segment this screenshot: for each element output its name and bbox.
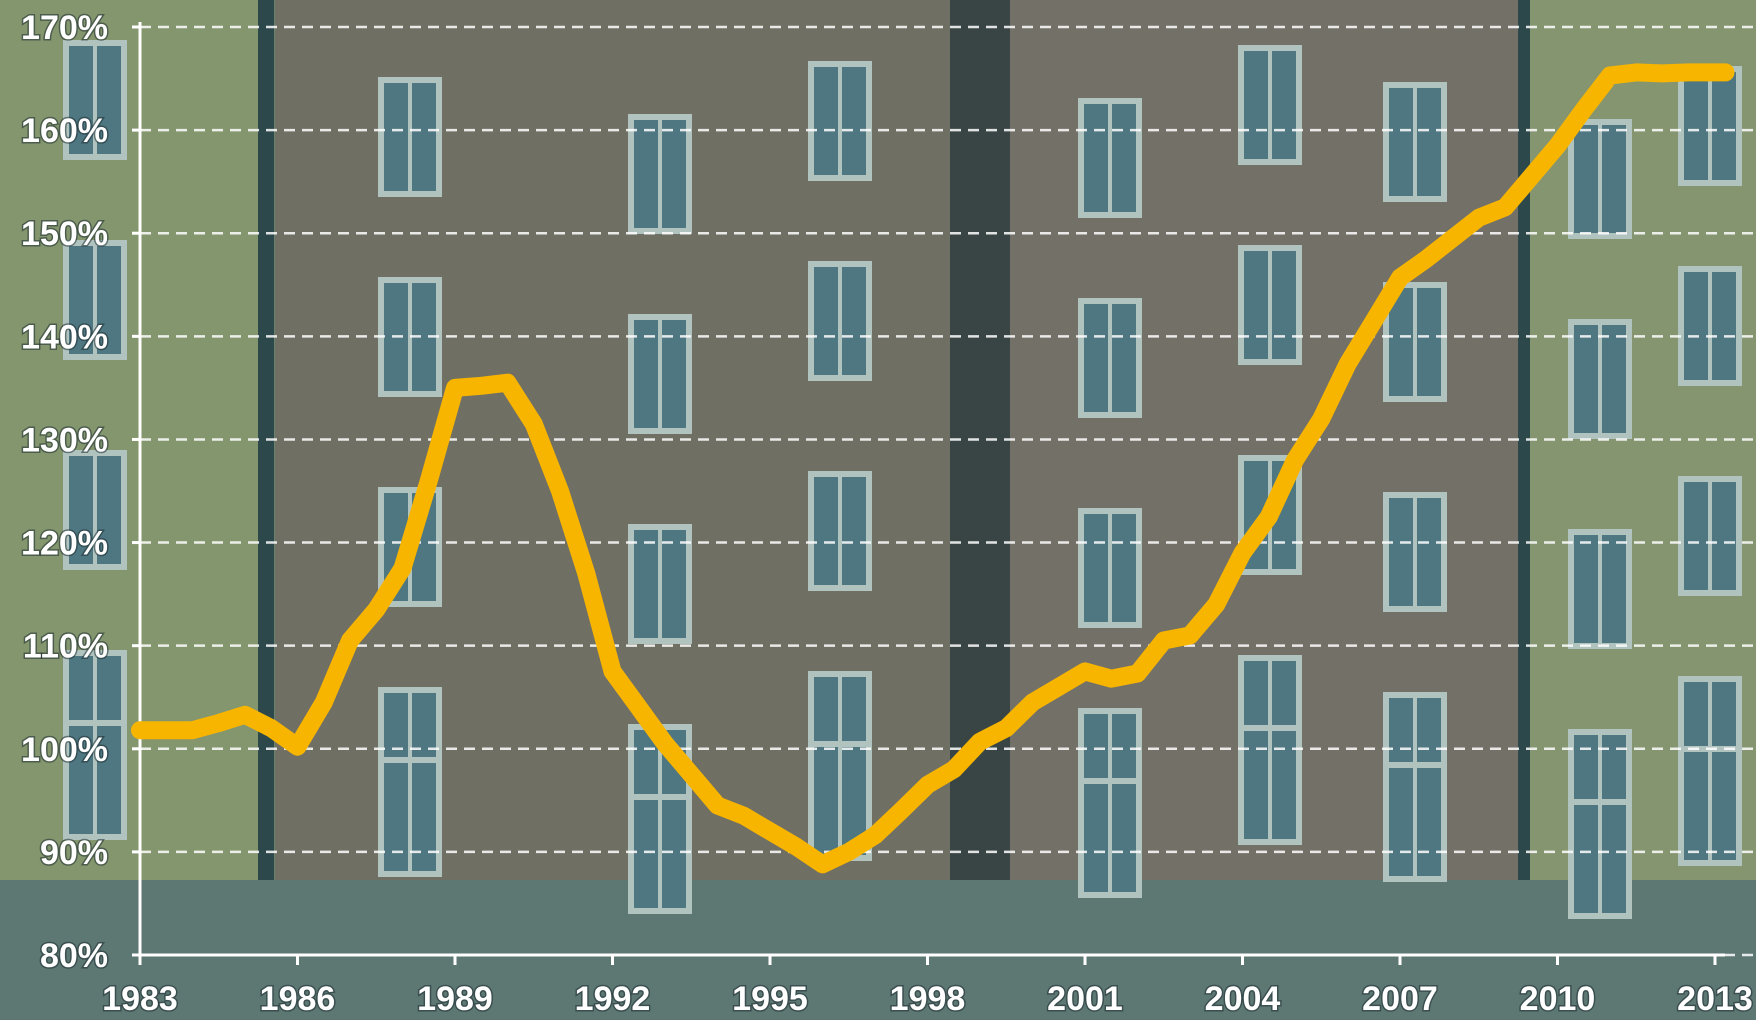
- drainpipe: [1518, 0, 1530, 1020]
- window-glass: [97, 726, 121, 834]
- window-glass: [97, 246, 121, 354]
- x-tick-label: 1998: [890, 980, 966, 1018]
- y-tick-label: 150%: [21, 215, 108, 253]
- window-glass: [1084, 784, 1108, 892]
- y-tick-label: 130%: [21, 421, 108, 459]
- window-glass: [662, 120, 686, 228]
- window-glass: [1684, 272, 1708, 380]
- window-glass: [412, 83, 436, 191]
- window-glass: [97, 46, 121, 154]
- window-glass: [1684, 482, 1708, 590]
- window-glass: [634, 530, 658, 638]
- window-glass: [1084, 304, 1108, 412]
- window-glass: [662, 320, 686, 428]
- window-glass: [1417, 768, 1441, 876]
- window-glass: [814, 477, 838, 585]
- street-level: [0, 880, 1756, 1020]
- x-tick-label: 2013: [1677, 980, 1753, 1018]
- window-glass: [1602, 535, 1626, 643]
- left-building: [0, 0, 270, 1020]
- window-glass: [634, 320, 658, 428]
- x-tick-label: 1992: [575, 980, 651, 1018]
- window-glass: [1417, 88, 1441, 196]
- window-glass: [1602, 125, 1626, 233]
- window-glass: [814, 747, 838, 855]
- x-tick-label: 1995: [732, 980, 808, 1018]
- window-glass: [1574, 535, 1598, 643]
- window-glass: [1084, 514, 1108, 622]
- window-glass: [69, 726, 93, 834]
- window-glass: [1389, 498, 1413, 606]
- x-tick-label: 1983: [102, 980, 178, 1018]
- y-tick-label: 140%: [21, 318, 108, 356]
- dark-column: [950, 0, 1010, 1020]
- window-glass: [662, 530, 686, 638]
- window-glass: [69, 456, 93, 564]
- x-tick-label: 1989: [417, 980, 493, 1018]
- window-glass: [814, 67, 838, 175]
- window-glass: [1244, 251, 1268, 359]
- window-glass: [1112, 784, 1136, 892]
- window-glass: [1272, 251, 1296, 359]
- window-glass: [1574, 805, 1598, 913]
- window-glass: [1112, 104, 1136, 212]
- y-tick-label: 110%: [23, 628, 108, 666]
- window-glass: [1712, 272, 1736, 380]
- window-glass: [384, 83, 408, 191]
- window-glass: [1417, 288, 1441, 396]
- x-tick-label: 2007: [1362, 980, 1438, 1018]
- window-glass: [842, 267, 866, 375]
- window-glass: [634, 800, 658, 908]
- drainpipe: [258, 0, 274, 1020]
- x-tick-label: 1986: [260, 980, 336, 1018]
- window-glass: [842, 67, 866, 175]
- window-glass: [1684, 752, 1708, 860]
- y-tick-label: 100%: [21, 731, 108, 769]
- window-glass: [1417, 498, 1441, 606]
- window-glass: [1112, 514, 1136, 622]
- window-glass: [1684, 72, 1708, 180]
- plot: 80% 90% 100% 110% 120% 130% 140% 150% 160% 170% 19…: [20, 8, 1755, 1020]
- data-line: [131, 63, 1735, 874]
- window-glass: [842, 477, 866, 585]
- x-tick-label: 2010: [1520, 980, 1596, 1018]
- window-glass: [69, 246, 93, 354]
- window-glass: [97, 456, 121, 564]
- window-glass: [634, 120, 658, 228]
- window-glass: [1712, 72, 1736, 180]
- y-tick-label: 90%: [40, 834, 108, 872]
- window-glass: [1574, 325, 1598, 433]
- window-glass: [69, 46, 93, 154]
- y-tick-label: 120%: [21, 525, 108, 563]
- y-tick-label: 160%: [21, 112, 108, 150]
- window-glass: [1602, 805, 1626, 913]
- window-glass: [1602, 325, 1626, 433]
- window-glass: [1389, 768, 1413, 876]
- window-glass: [1712, 482, 1736, 590]
- window-glass: [814, 267, 838, 375]
- x-tick-label: 2001: [1047, 980, 1123, 1018]
- window-glass: [1712, 752, 1736, 860]
- window-glass: [1112, 304, 1136, 412]
- y-tick-label: 170%: [21, 9, 108, 47]
- window-glass: [1389, 88, 1413, 196]
- y-tick-label: 80%: [40, 937, 108, 975]
- x-tick-label: 2004: [1205, 980, 1281, 1018]
- window-glass: [1244, 51, 1268, 159]
- window-glass: [1084, 104, 1108, 212]
- window-glass: [1272, 51, 1296, 159]
- window-glass: [1574, 125, 1598, 233]
- window-glass: [662, 800, 686, 908]
